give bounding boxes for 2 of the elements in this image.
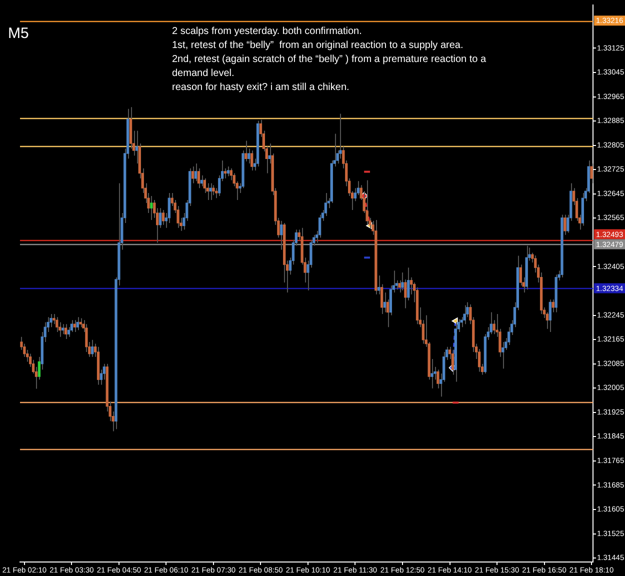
annotation: 2 scalps from yesterday. both confirmation. 1st, retest of the “belly” from an original reaction to a supply area. 2nd, retest (again scratch of the “belly” ) from a premature reaction to a demand level. reason for hasty exit? i am still a chiken. bbox=[172, 25, 486, 95]
annotation: M5 bbox=[8, 25, 29, 43]
